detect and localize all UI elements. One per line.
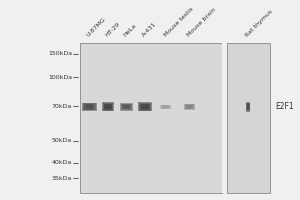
Bar — [164, 106, 168, 108]
Text: HeLa: HeLa — [123, 23, 138, 38]
Bar — [246, 102, 250, 112]
Text: 70kDa: 70kDa — [52, 104, 72, 108]
Bar — [187, 106, 191, 108]
Bar — [104, 104, 112, 109]
Bar — [121, 104, 132, 110]
Bar — [138, 102, 152, 111]
Bar — [120, 103, 133, 110]
Text: 40kDa: 40kDa — [52, 160, 72, 165]
Bar — [139, 103, 151, 111]
Text: U-87MG: U-87MG — [86, 17, 107, 38]
Bar — [103, 104, 112, 110]
Bar — [105, 105, 111, 109]
Bar — [83, 103, 95, 110]
Text: HT-29: HT-29 — [104, 22, 121, 38]
Bar — [247, 103, 250, 110]
Text: 35kDa: 35kDa — [52, 176, 72, 180]
Bar — [103, 103, 113, 111]
Text: Mouse brain: Mouse brain — [186, 7, 217, 38]
Bar — [226, 43, 270, 193]
Text: A-431: A-431 — [142, 22, 158, 38]
Bar — [246, 103, 250, 111]
Text: 150kDa: 150kDa — [48, 51, 72, 56]
Bar — [123, 105, 130, 109]
Bar — [160, 105, 171, 109]
Bar — [222, 43, 226, 193]
Bar — [87, 105, 92, 108]
Text: 100kDa: 100kDa — [48, 75, 72, 80]
Bar — [185, 105, 193, 109]
Bar — [247, 104, 249, 109]
Text: Rat thymus: Rat thymus — [245, 9, 274, 38]
Text: Mouse testis: Mouse testis — [164, 7, 195, 38]
Text: E2F1: E2F1 — [275, 102, 294, 111]
Bar — [248, 105, 249, 109]
Bar — [85, 104, 93, 109]
Bar — [102, 102, 114, 111]
Bar — [141, 104, 149, 109]
Bar — [82, 103, 97, 111]
Bar — [140, 104, 150, 110]
Bar — [184, 104, 195, 110]
Bar — [162, 105, 169, 108]
Bar — [124, 105, 129, 108]
Bar — [161, 105, 170, 109]
Bar — [163, 106, 169, 108]
Bar — [186, 105, 192, 108]
Bar — [85, 104, 94, 110]
Bar — [185, 104, 194, 109]
Text: 50kDa: 50kDa — [52, 138, 72, 143]
Bar — [80, 43, 222, 193]
Bar — [122, 104, 131, 109]
Bar — [142, 105, 148, 109]
